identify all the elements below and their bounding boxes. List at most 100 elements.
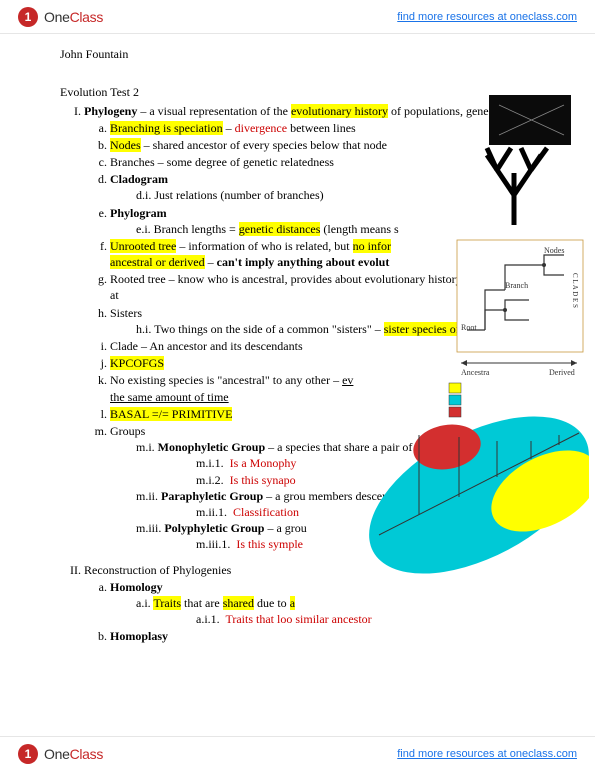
logo-letter: 1 (25, 10, 32, 24)
hl: Unrooted tree (110, 239, 176, 253)
t: – a grou (264, 521, 306, 535)
t: between lines (287, 121, 356, 135)
red: Is this symple (236, 537, 303, 551)
item-2b: Homoplasy (110, 628, 555, 644)
alpha-list-1: Branching is speciation – divergence bet… (84, 120, 555, 553)
term-mono: Monophyletic Group (158, 440, 265, 454)
t: due to (254, 596, 290, 610)
t: – information of who is related, but (176, 239, 352, 253)
document-body: John Fountain Evolution Test 2 Phylogeny… (0, 34, 595, 690)
d-i: Just relations (number of branches) (136, 187, 555, 203)
t: – (205, 255, 217, 269)
t: – shared ancestor of every species below… (141, 138, 387, 152)
m-i-1: Is a Monophy (196, 455, 555, 471)
hl-evolhist: evolutionary history (291, 104, 388, 118)
logo-one: One (44, 746, 70, 762)
brand-logo-footer: 1 OneClass (18, 744, 103, 764)
e-i: Branch lengths = genetic distances (leng… (136, 221, 555, 237)
sub: Two things on the side of a common "sist… (110, 321, 555, 337)
under: ev (342, 373, 353, 387)
item-a: Branching is speciation – divergence bet… (110, 120, 555, 136)
hl: Traits (153, 596, 181, 610)
sub: Traits that loo similar ancestor (136, 611, 555, 627)
hl: genetic distances (239, 222, 321, 236)
logo-text: OneClass (44, 746, 103, 762)
red-divergence: divergence (235, 121, 287, 135)
logo-class: Class (70, 9, 104, 25)
term-cladogram: Cladogram (110, 172, 168, 186)
author-name: John Fountain (60, 46, 555, 62)
brand-logo: 1 OneClass (18, 7, 103, 27)
item-k: No existing species is "ancestral" to an… (110, 372, 555, 404)
logo-one: One (44, 9, 70, 25)
sub: Branch lengths = genetic distances (leng… (110, 221, 555, 237)
t: – a visual representation of the (137, 104, 291, 118)
item-m: Groups Monophyletic Group – a species th… (110, 423, 555, 553)
term-poly: Polyphyletic Group (164, 521, 264, 535)
h-i: Two things on the side of a common "sist… (136, 321, 555, 337)
find-resources-link-footer[interactable]: find more resources at oneclass.com (397, 748, 577, 760)
page-footer: 1 OneClass find more resources at onecla… (0, 736, 595, 770)
logo-letter: 1 (25, 747, 32, 761)
t: Two things on the side of a common "sist… (154, 322, 384, 336)
term-sisters: Sisters (110, 306, 142, 320)
t: that are (181, 596, 223, 610)
title-reconstruction: Reconstruction of Phylogenies (84, 563, 231, 577)
item-b: Nodes – shared ancestor of every species… (110, 137, 555, 153)
item-c: Branches – some degree of genetic relate… (110, 154, 555, 170)
page-header: 1 OneClass find more resources at onecla… (0, 0, 595, 34)
t: Branch lengths = (154, 222, 239, 236)
term-phylogram: Phylogram (110, 206, 167, 220)
red: Is a Monophy (230, 456, 297, 470)
sub: Just relations (number of branches) (110, 187, 555, 203)
hl: no infor (353, 239, 391, 253)
hl: Branching is speciation (110, 121, 223, 135)
hl: Nodes (110, 138, 141, 152)
hl: sister species of sister clades (384, 322, 521, 336)
logo-class: Class (70, 746, 104, 762)
outline-roman: Phylogeny – a visual representation of t… (60, 103, 555, 644)
under: the same amount of time (110, 390, 229, 404)
logo-icon: 1 (18, 744, 38, 764)
item-d: Cladogram Just relations (number of bran… (110, 171, 555, 203)
t: No existing species is "ancestral" to an… (110, 373, 342, 387)
t: – (223, 121, 235, 135)
roman-1: Phylogeny – a visual representation of t… (84, 103, 555, 552)
item-l: BASAL =/= PRIMITIVE (110, 406, 555, 422)
term-groups: Groups (110, 424, 145, 438)
a-i-1: Traits that loo similar ancestor (196, 611, 555, 627)
roman-2: Reconstruction of Phylogenies Homology T… (84, 562, 555, 644)
m-iii-1: Is this symple (196, 536, 555, 552)
item-2a: Homology Traits that are shared due to a… (110, 579, 555, 628)
red: Traits that loo similar ancestor (225, 612, 371, 626)
t: (length means s (320, 222, 398, 236)
red: Classification (233, 505, 299, 519)
sub: Traits that are shared due to a Traits t… (110, 595, 555, 627)
bold: can't imply anything about evolut (217, 255, 390, 269)
a-i: Traits that are shared due to a Traits t… (136, 595, 555, 627)
t: of populations, genes, or species (388, 104, 547, 118)
section-title: Evolution Test 2 (60, 84, 555, 100)
item-g: Rooted tree – know who is ancestral, pro… (110, 271, 555, 303)
hl: a (290, 596, 295, 610)
hl: shared (223, 596, 254, 610)
m-i: Monophyletic Group – a species that shar… (136, 439, 555, 488)
sub: Is a Monophy Is this synapo (136, 455, 555, 487)
t: – a species that share a pair of scissor… (265, 440, 525, 454)
logo-text: OneClass (44, 9, 103, 25)
m-ii-1: Classification (196, 504, 555, 520)
t: – a grou members descended from MR (263, 489, 453, 503)
hl: ancestral or derived (110, 255, 205, 269)
sub: Classification (136, 504, 555, 520)
hl-basal: BASAL =/= PRIMITIVE (110, 407, 232, 421)
sub: Monophyletic Group – a species that shar… (110, 439, 555, 552)
red: Is this synapo (230, 473, 296, 487)
hl-kpcofgs: KPCOFGS (110, 356, 164, 370)
find-resources-link[interactable]: find more resources at oneclass.com (397, 11, 577, 23)
m-i-2: Is this synapo (196, 472, 555, 488)
term-phylogeny: Phylogeny (84, 104, 137, 118)
item-h: Sisters Two things on the side of a comm… (110, 305, 555, 337)
m-iii: Polyphyletic Group – a grou Is this symp… (136, 520, 555, 552)
item-e: Phylogram Branch lengths = genetic dista… (110, 205, 555, 237)
item-j: KPCOFGS (110, 355, 555, 371)
